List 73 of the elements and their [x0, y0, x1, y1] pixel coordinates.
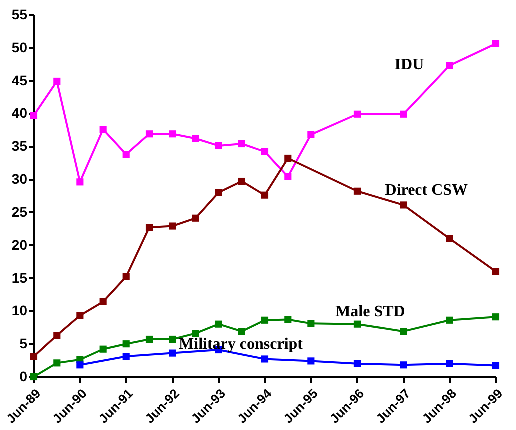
point: [261, 148, 269, 156]
point: [146, 130, 154, 138]
point: [169, 222, 176, 230]
point: [169, 130, 176, 138]
point: [354, 188, 362, 195]
point: [122, 151, 130, 158]
point: [284, 154, 292, 162]
point: [261, 316, 269, 324]
y-tick-label: 35: [12, 138, 28, 154]
point: [146, 336, 154, 344]
point: [354, 320, 362, 328]
point: [54, 78, 61, 86]
point: [30, 112, 38, 120]
y-tick-label: 5: [20, 336, 28, 352]
point: [169, 350, 176, 357]
point: [215, 142, 222, 150]
point: [492, 362, 500, 370]
point: [54, 360, 61, 367]
point: [30, 353, 38, 360]
point: [146, 224, 154, 232]
point: [238, 328, 246, 336]
point: [354, 110, 362, 118]
point: [122, 273, 130, 280]
series-label: IDU: [394, 56, 425, 74]
y-tick-label: 55: [12, 6, 28, 22]
point: [446, 316, 454, 324]
point: [400, 202, 408, 209]
point: [122, 353, 130, 360]
y-tick-label: 50: [12, 39, 28, 56]
point: [492, 314, 500, 321]
point: [76, 312, 84, 320]
point: [308, 131, 315, 138]
point: [192, 214, 200, 222]
point: [446, 235, 454, 242]
point: [284, 173, 292, 180]
point: [215, 320, 222, 328]
point: [76, 362, 84, 369]
y-tick-label: 45: [12, 72, 28, 88]
point: [192, 330, 200, 338]
series-label: Direct CSW: [385, 182, 468, 200]
point: [169, 336, 176, 344]
point: [400, 110, 408, 118]
point: [100, 346, 107, 353]
point: [215, 189, 222, 196]
point: [446, 360, 454, 368]
point: [400, 362, 408, 369]
y-tick-label: 15: [12, 270, 28, 286]
point: [238, 178, 246, 186]
y-tick-label: 25: [12, 204, 28, 220]
point: [492, 40, 500, 48]
point: [76, 178, 84, 186]
y-tick-label: 10: [12, 302, 28, 319]
point: [446, 62, 454, 70]
y-tick-label: 30: [12, 171, 28, 188]
point: [492, 268, 500, 276]
point: [238, 140, 246, 148]
point: [354, 360, 362, 368]
point: [284, 316, 292, 324]
y-tick-label: 20: [12, 236, 28, 253]
point: [400, 328, 408, 336]
point: [192, 135, 200, 142]
series-label: Male STD: [336, 303, 406, 320]
point: [308, 320, 315, 328]
point: [100, 126, 107, 134]
point: [261, 192, 269, 199]
y-tick-label: 0: [20, 368, 28, 384]
point: [54, 332, 61, 340]
point: [100, 298, 107, 306]
point: [122, 340, 130, 348]
point: [261, 356, 269, 363]
point: [308, 358, 315, 365]
series-label: Military conscript: [179, 336, 304, 354]
y-tick-label: 40: [12, 105, 28, 122]
